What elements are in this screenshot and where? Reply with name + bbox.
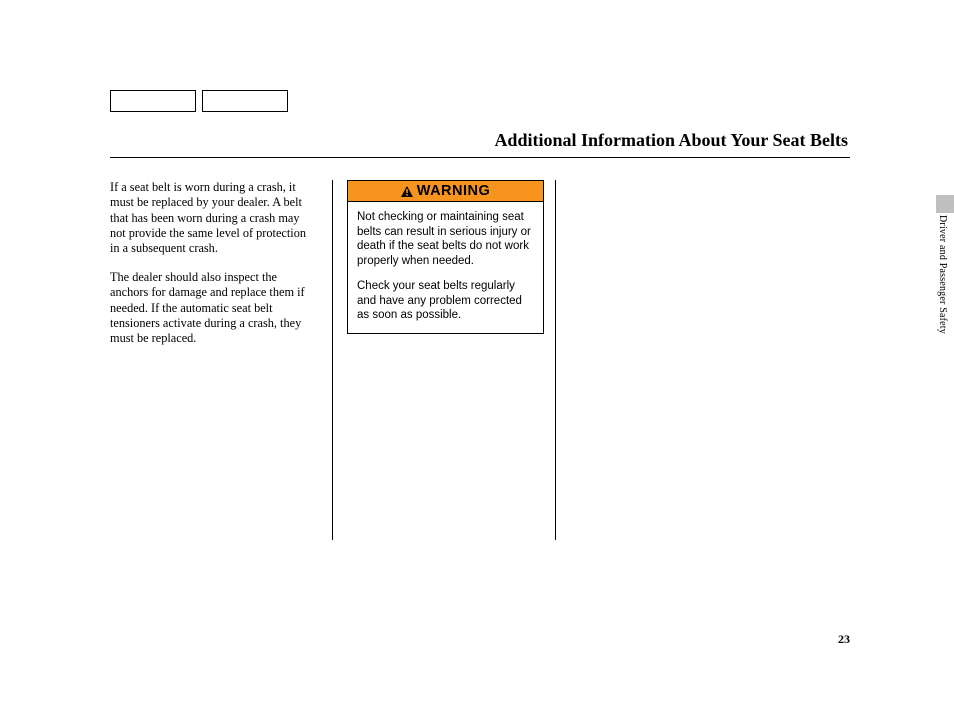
warning-label: WARNING (417, 183, 491, 199)
section-label: Driver and Passenger Safety (937, 215, 948, 334)
exclamation-triangle-icon (401, 186, 413, 197)
warning-body: Not checking or maintaining seat belts c… (348, 202, 543, 333)
column-1: If a seat belt is worn during a crash, i… (110, 180, 333, 540)
warning-paragraph: Check your seat belts regularly and have… (357, 279, 534, 323)
title-row: Additional Information About Your Seat B… (110, 130, 850, 158)
column-2: WARNING Not checking or maintaining seat… (333, 180, 556, 540)
column-3 (556, 180, 779, 540)
page-number: 23 (838, 632, 850, 647)
header-box-1 (110, 90, 196, 112)
content-columns: If a seat belt is worn during a crash, i… (110, 180, 850, 540)
section-tab (936, 195, 954, 213)
body-paragraph: The dealer should also inspect the ancho… (110, 270, 316, 347)
warning-box: WARNING Not checking or maintaining seat… (347, 180, 544, 334)
manual-page: Additional Information About Your Seat B… (110, 90, 850, 540)
header-boxes (110, 90, 850, 112)
warning-paragraph: Not checking or maintaining seat belts c… (357, 210, 534, 269)
page-title: Additional Information About Your Seat B… (110, 130, 850, 151)
body-paragraph: If a seat belt is worn during a crash, i… (110, 180, 316, 257)
warning-header: WARNING (348, 181, 543, 202)
header-box-2 (202, 90, 288, 112)
